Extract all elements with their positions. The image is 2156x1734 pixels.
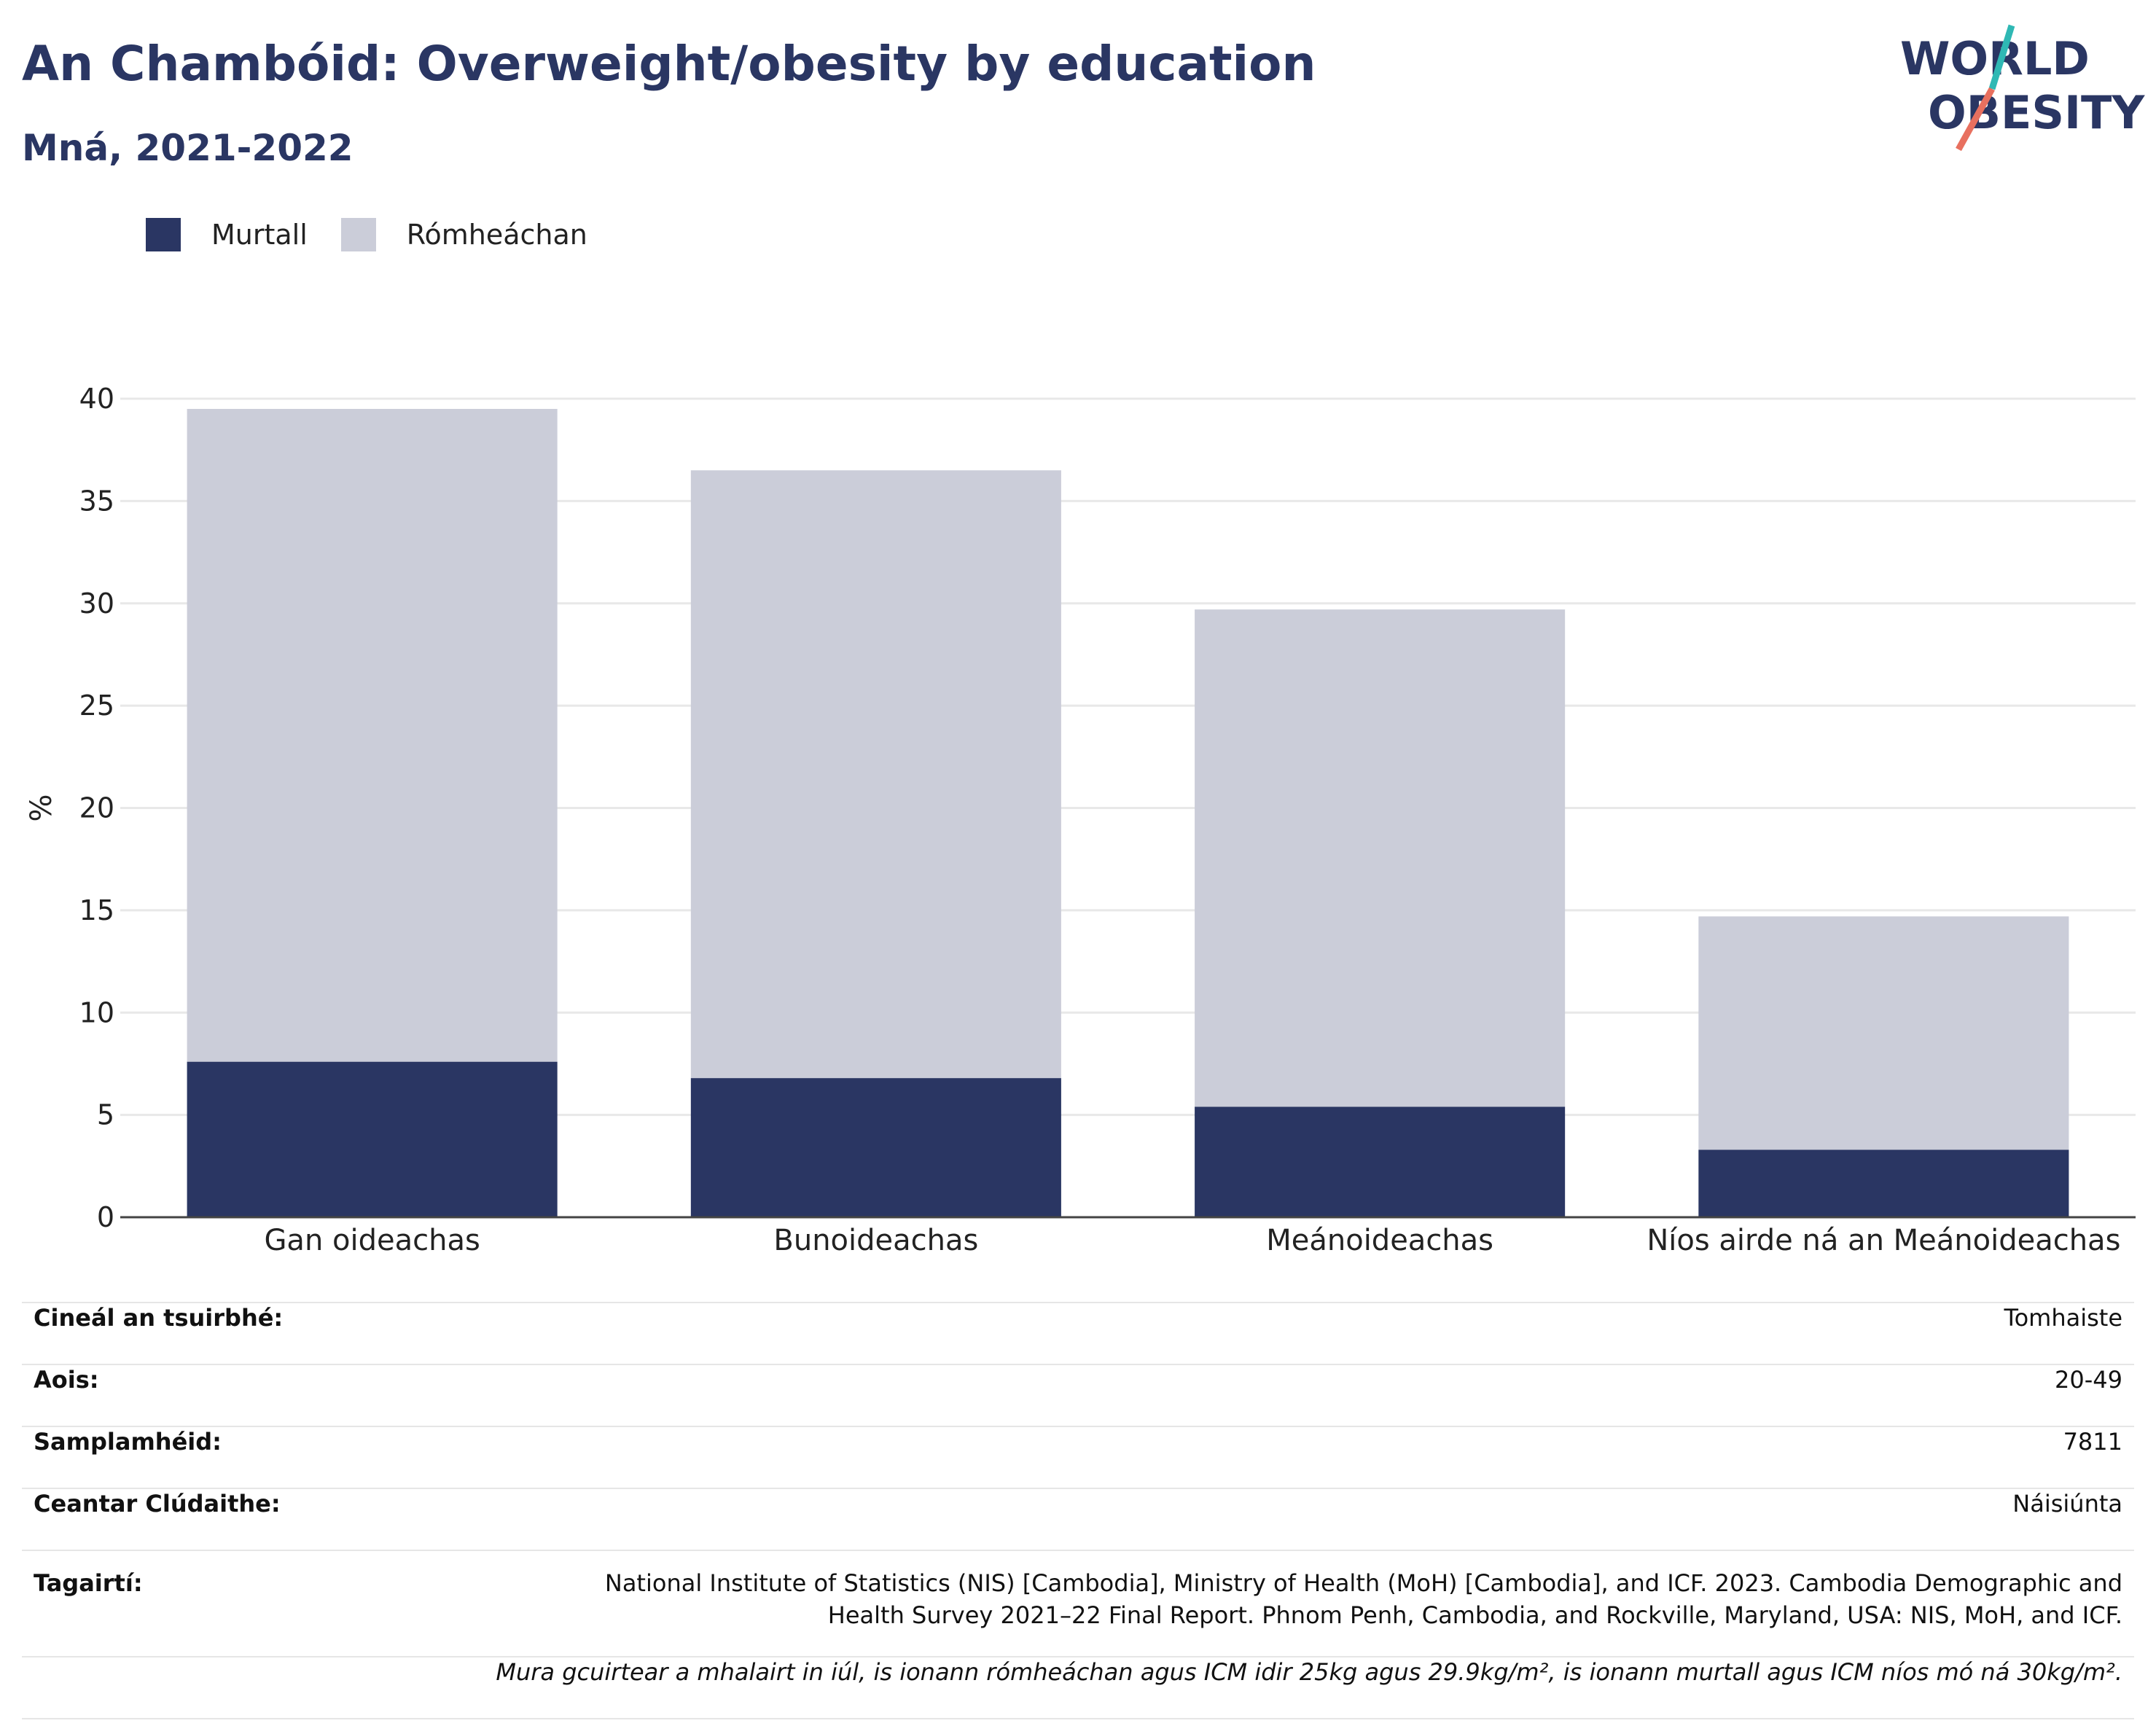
y-tick-label: 5	[97, 1099, 114, 1131]
info-value: Tomhaiste	[284, 1302, 2134, 1364]
info-value: Náisiúnta	[284, 1488, 2134, 1550]
bar-obesity	[1698, 1149, 2069, 1217]
info-row-survey-type: Cineál an tsuirbhé: Tomhaiste	[22, 1302, 2134, 1364]
legend-item-obesity[interactable]: Murtall	[146, 218, 308, 251]
legend-label-overweight: Rómheáchan	[406, 219, 587, 251]
logo-slash-coral	[1956, 87, 1995, 152]
info-row-note: Mura gcuirtear a mhalairt in iúl, is ion…	[22, 1656, 2134, 1719]
info-label: Aois:	[22, 1364, 284, 1426]
reference-text: National Institute of Statistics (NIS) […	[284, 1550, 2134, 1657]
y-tick-label: 40	[79, 383, 114, 415]
bar-overweight	[1195, 609, 1566, 1107]
info-value: 20-49	[284, 1364, 2134, 1426]
y-tick-label: 30	[79, 587, 114, 620]
bar-overweight	[187, 409, 558, 1062]
info-row-age: Aois: 20-49	[22, 1364, 2134, 1426]
x-tick-label: Meánoideachas	[1266, 1224, 1493, 1257]
info-label: Samplamhéid:	[22, 1426, 284, 1488]
y-tick-label: 20	[79, 792, 114, 824]
info-row-area-covered: Ceantar Clúdaithe: Náisiúnta	[22, 1488, 2134, 1550]
bar-obesity	[1195, 1106, 1566, 1217]
logo-slash-teal	[1988, 24, 2015, 90]
bar-chart: 0 5 10 15 20 25 30 35 40% Gan oideachas Bunoideach…	[25, 383, 2136, 1257]
info-label: Cineál an tsuirbhé:	[22, 1302, 284, 1364]
y-axis-label: %	[25, 794, 58, 821]
chart-legend: Murtall Rómheáchan	[146, 213, 621, 257]
logo-line-2: OBESITY	[1928, 86, 2145, 139]
survey-info-table: Cineál an tsuirbhé: Tomhaiste Aois: 20-4…	[22, 1302, 2134, 1719]
chart-title: An Chambóid: Overweight/obesity by educa…	[22, 36, 1316, 92]
legend-label-obesity: Murtall	[211, 219, 308, 251]
bar-obesity	[187, 1061, 558, 1217]
bar-obesity	[690, 1078, 1061, 1217]
y-tick-label: 10	[79, 996, 114, 1028]
x-tick-label: Gan oideachas	[264, 1224, 480, 1257]
x-tick-label: Níos airde ná an Meánoideachas	[1647, 1224, 2120, 1257]
legend-swatch-overweight	[340, 218, 376, 251]
bar-overweight	[1698, 916, 2069, 1150]
bmi-definition-note: Mura gcuirtear a mhalairt in iúl, is ion…	[22, 1656, 2134, 1719]
y-tick-label: 15	[79, 894, 114, 926]
info-label: Tagairtí:	[22, 1550, 284, 1657]
y-tick-label: 25	[79, 690, 114, 722]
bar-overweight	[690, 470, 1061, 1079]
legend-item-overweight[interactable]: Rómheáchan	[340, 218, 587, 251]
info-row-references: Tagairtí: National Institute of Statisti…	[22, 1550, 2134, 1657]
world-obesity-logo: WORLD OBESITY	[1900, 24, 2145, 152]
legend-swatch-obesity	[146, 218, 181, 251]
y-tick-label: 0	[97, 1201, 114, 1233]
y-tick-label: 35	[79, 485, 114, 517]
info-row-sample-size: Samplamhéid: 7811	[22, 1426, 2134, 1488]
chart-subtitle: Mná, 2021-2022	[22, 127, 354, 169]
x-tick-label: Bunoideachas	[773, 1224, 978, 1257]
info-label: Ceantar Clúdaithe:	[22, 1488, 284, 1550]
info-value: 7811	[284, 1426, 2134, 1488]
